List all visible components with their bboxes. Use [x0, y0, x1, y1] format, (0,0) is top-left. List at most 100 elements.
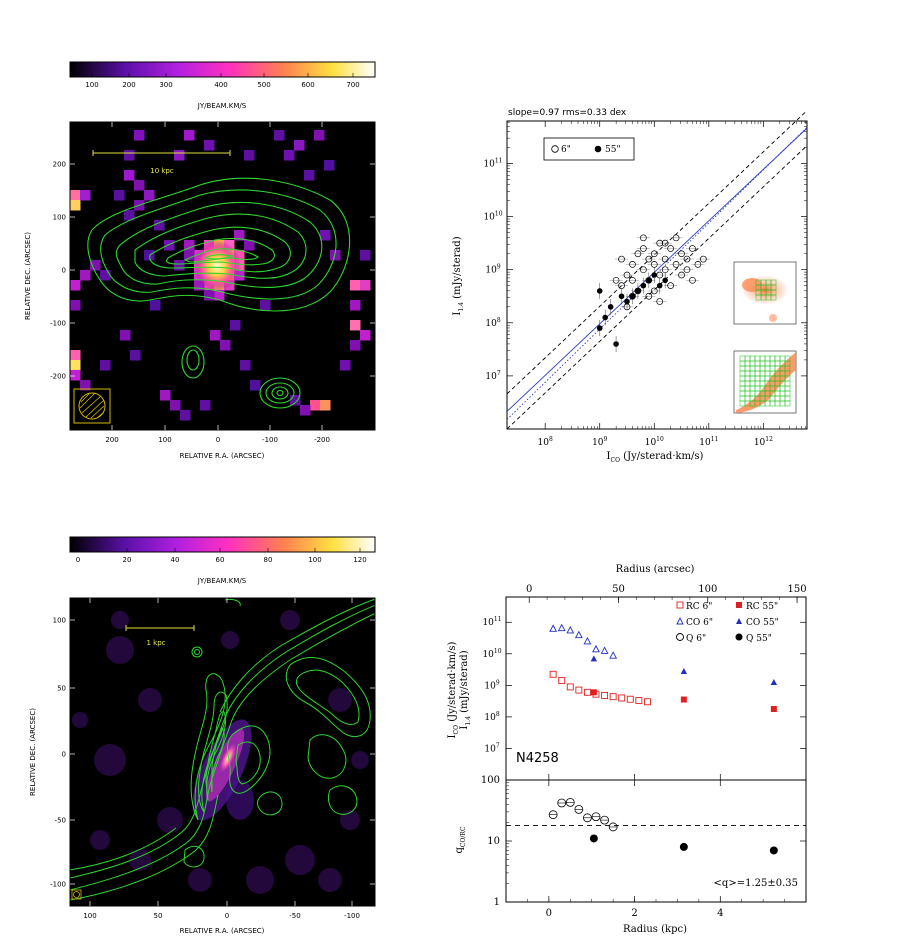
colorbar-tick-label: 700	[346, 81, 359, 89]
data-point-6arcsec	[672, 234, 680, 242]
co-6arcsec-point	[566, 625, 575, 634]
co-6arcsec-point	[549, 624, 558, 632]
data-point-6arcsec	[629, 261, 636, 268]
legend-rc6-marker	[676, 601, 684, 609]
rc-6arcsec-point	[558, 677, 566, 685]
axes-bottom-left: 100 50 0 -50 -100 100 50 0 -50 -100	[50, 598, 375, 920]
colorbar-bottom-ticks: 0 20 40 60 80 100 120	[76, 548, 367, 564]
y-tick-label: -200	[50, 373, 66, 381]
x-tick-label: 0	[225, 912, 229, 920]
data-point-55arcsec	[646, 277, 652, 284]
colorbar-top	[69, 61, 376, 78]
colorbar-tick-label: 0	[76, 556, 80, 564]
data-point-55arcsec	[613, 341, 619, 347]
axes-top-left: 200 100 0 -100 -200 200 100 0 -100 -200	[50, 122, 375, 444]
rc-55arcsec-point	[590, 689, 597, 696]
colorbar-bottom-unit: JY/BEAM.KM/S	[197, 577, 247, 585]
data-point-6arcsec	[678, 271, 685, 279]
data-point-6arcsec	[640, 245, 647, 252]
colorbar-tick-label: 200	[122, 81, 135, 89]
data-point-55arcsec	[635, 288, 641, 294]
profile-legend: RC 6" RC 55" CO 6" CO 55" Q 6" Q 55"	[676, 601, 779, 644]
y-tick-label: 108	[484, 711, 499, 723]
rc-6arcsec-point	[549, 670, 557, 678]
q-tick-label: 100	[481, 775, 500, 786]
data-point-6arcsec	[640, 234, 647, 242]
y-tick-label: 1011	[483, 157, 502, 169]
profile-axes: 0 2 4 0 50 100 150 107 108 109 1010 1011 1 10 100	[481, 584, 807, 919]
colorbar-tick-label: 100	[85, 81, 98, 89]
legend-rc55-marker	[736, 602, 742, 608]
data-point-6arcsec	[656, 298, 664, 305]
data-point-6arcsec	[629, 276, 636, 284]
data-point-6arcsec	[618, 255, 625, 263]
data-point-6arcsec	[645, 255, 653, 263]
x-tick-label: 1012	[754, 436, 773, 448]
co-6arcsec-point	[609, 651, 618, 659]
x-tick-label: 1011	[699, 436, 718, 448]
data-point-55arcsec	[596, 288, 603, 294]
x2-tick-label: 100	[698, 584, 717, 595]
profile-top-axis-label: Radius (arcsec)	[616, 564, 695, 575]
x-tick-label: -200	[314, 436, 330, 444]
data-point-6arcsec	[683, 255, 691, 263]
q-annotation: <q>=1.25±0.35	[714, 878, 798, 889]
x-tick-label: 1010	[645, 436, 664, 448]
panel-top-left: 100 200 300 400 500 600 700 JY/BEAM.KM/S 10 kp…	[24, 61, 376, 460]
data-point-6arcsec	[650, 287, 658, 295]
legend-co55-marker	[736, 618, 742, 624]
co-55arcsec-point	[680, 667, 688, 674]
rc-6arcsec-point	[618, 694, 626, 702]
scatter-legend: 6" 55"	[543, 137, 635, 161]
legend-co6-marker	[676, 616, 684, 625]
rc-6arcsec-point	[643, 698, 651, 706]
data-point-6arcsec	[678, 250, 685, 258]
fit-line	[506, 127, 808, 412]
y-tick-label: 0	[62, 751, 66, 759]
legend-co6-label: CO 6"	[686, 618, 713, 628]
rc-55arcsec-point	[680, 696, 687, 703]
rc-6arcsec-point	[626, 695, 634, 703]
q-tick-label: 10	[487, 836, 500, 847]
data-point-6arcsec	[661, 239, 669, 247]
data-point-55arcsec	[602, 314, 608, 321]
scale-label-bottom: 1 kpc	[146, 639, 165, 647]
rc-6arcsec-point	[566, 683, 574, 691]
data-point-55arcsec	[651, 272, 658, 278]
galaxy-label: N4258	[516, 751, 559, 766]
profile-xlabel: Radius (kpc)	[623, 924, 687, 935]
rc-55arcsec-point	[770, 706, 777, 713]
xlabel-top-left: RELATIVE R.A. (ARCSEC)	[180, 452, 265, 460]
rms-lower-line	[506, 145, 808, 430]
y-tick-label: 109	[484, 679, 499, 691]
q-55arcsec-point	[589, 834, 598, 843]
legend-open-circle-marker	[551, 145, 559, 153]
scatter-ylabel: I1.4 (mJy/sterad)	[452, 236, 465, 315]
data-point-6arcsec	[634, 250, 642, 258]
x-tick-label: 0	[546, 908, 552, 919]
legend-rc6-label: RC 6"	[686, 602, 712, 612]
y-tick-label: 108	[485, 317, 500, 329]
panel-bottom-left: 0 20 40 60 80 100 120 JY/BEAM.KM/S	[29, 536, 376, 935]
y-tick-label: 100	[53, 214, 66, 222]
data-point-6arcsec	[700, 255, 707, 263]
scatter-xlabel: ICO (Jy/sterad·km/s)	[607, 451, 704, 464]
colorbar-top-ticks: 100 200 300 400 500 600 700	[85, 73, 360, 89]
data-point-55arcsec	[656, 282, 663, 289]
profile-panel: Radius (arcsec) 0 2 40 50 100 150107108109101…	[447, 564, 807, 935]
data-point-6arcsec	[667, 245, 674, 252]
data-point-6arcsec	[667, 282, 674, 289]
y-tick-label: 107	[484, 742, 499, 754]
q-55arcsec-point	[769, 846, 778, 855]
colorbar-tick-label: 120	[353, 556, 366, 564]
x-tick-label: 4	[717, 908, 723, 919]
data-point-55arcsec	[624, 298, 630, 305]
rc-6arcsec-point	[609, 693, 617, 701]
colorbar-tick-label: 600	[301, 81, 314, 89]
data-point-6arcsec	[683, 266, 691, 274]
scale-label-top: 10 kpc	[150, 167, 174, 175]
x-tick-label: -50	[289, 912, 300, 920]
legend-q6-marker	[676, 633, 684, 641]
co-6arcsec-point	[600, 646, 609, 654]
